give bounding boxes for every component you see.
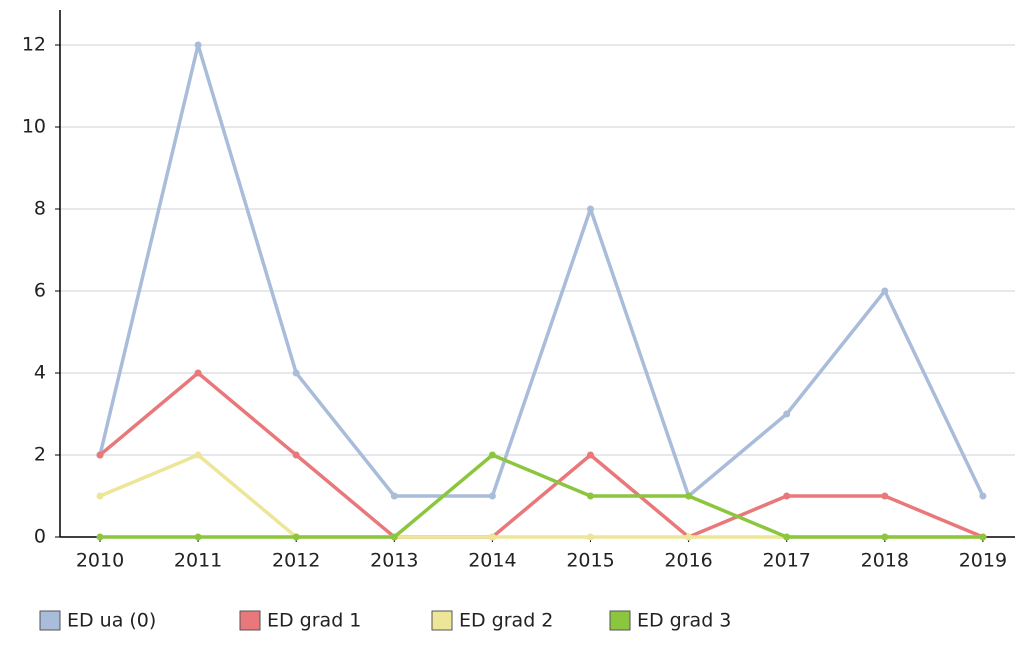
data-point	[881, 533, 889, 541]
data-point	[685, 492, 693, 500]
data-point	[390, 533, 398, 541]
data-point	[587, 205, 594, 213]
data-point	[587, 451, 594, 459]
data-point	[488, 533, 496, 541]
x-tick-label: 2014	[468, 550, 516, 572]
x-tick-label: 2012	[272, 550, 320, 572]
data-point	[488, 451, 496, 459]
data-point	[194, 369, 202, 377]
data-point	[96, 451, 104, 459]
data-point	[881, 492, 889, 500]
y-tick-label: 6	[34, 280, 46, 302]
data-point	[783, 492, 791, 500]
data-point	[881, 287, 889, 295]
x-tick-label: 2015	[566, 550, 614, 572]
x-tick-label: 2019	[959, 550, 1007, 572]
data-point	[390, 492, 398, 500]
data-point	[979, 492, 987, 500]
y-tick-label: 2	[34, 444, 46, 466]
x-tick-label: 2011	[174, 550, 222, 572]
x-tick-label: 2013	[370, 550, 418, 572]
line-series	[100, 453, 983, 539]
x-tick-label: 2010	[76, 550, 124, 572]
y-tick-label: 12	[22, 34, 46, 56]
data-point	[488, 492, 496, 500]
legend-label: ED grad 3	[637, 610, 731, 632]
line-series	[98, 371, 984, 539]
data-point	[292, 451, 300, 459]
data-point	[587, 492, 594, 500]
legend-swatch	[609, 610, 631, 631]
legend-label: ED ua (0)	[67, 610, 156, 632]
data-point	[685, 533, 693, 541]
data-point	[783, 410, 791, 418]
legend-label: ED grad 2	[459, 610, 553, 632]
data-point	[96, 533, 104, 541]
data-point	[292, 369, 300, 377]
data-point	[292, 533, 300, 541]
data-point	[587, 533, 594, 541]
legend-swatch	[39, 610, 61, 631]
data-point	[194, 533, 202, 541]
x-tick-label: 2017	[763, 550, 811, 572]
legend-swatch	[431, 610, 453, 631]
data-point	[979, 533, 987, 541]
legend-label: ED grad 1	[267, 610, 361, 632]
data-point	[96, 492, 104, 500]
y-tick-label: 10	[22, 116, 46, 138]
data-point	[194, 41, 202, 49]
y-tick-label: 8	[34, 198, 46, 220]
y-tick-label: 0	[34, 526, 46, 548]
y-tick-label: 4	[34, 362, 46, 384]
legend-swatch	[239, 610, 261, 631]
data-point	[194, 451, 202, 459]
data-point	[783, 533, 791, 541]
x-tick-label: 2018	[861, 550, 909, 572]
x-tick-label: 2016	[664, 550, 712, 572]
line-series	[98, 43, 985, 498]
